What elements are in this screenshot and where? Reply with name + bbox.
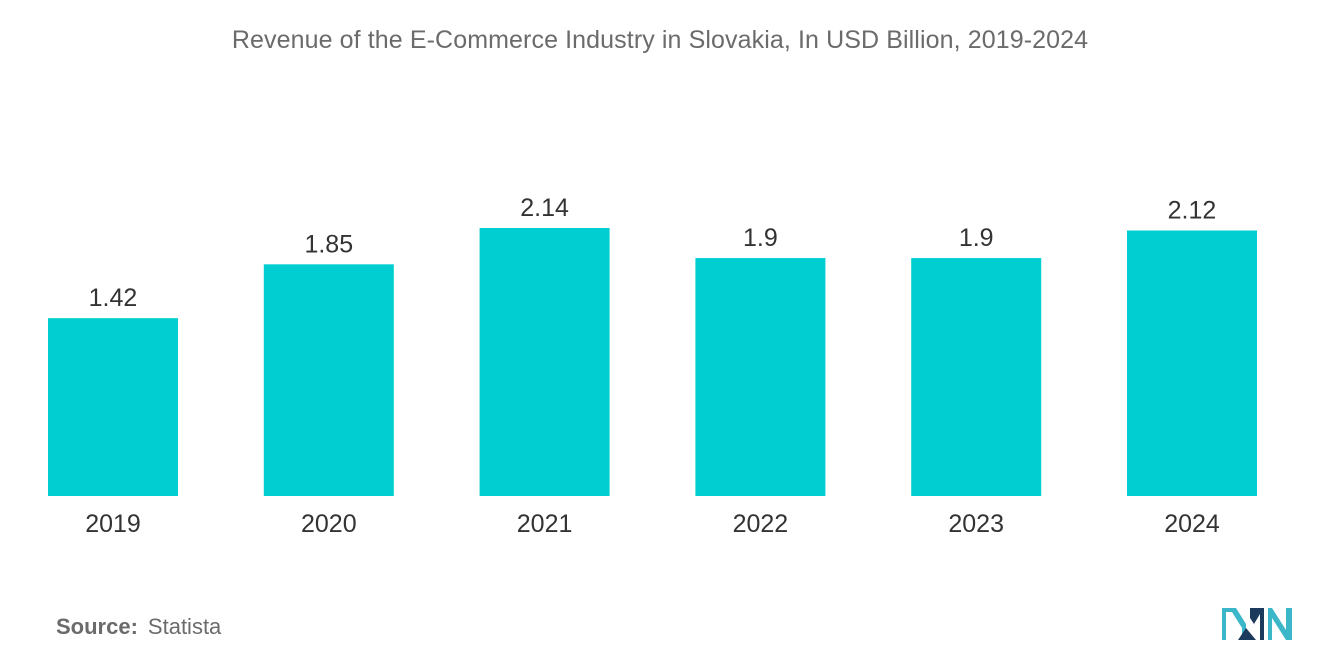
bar-chart: 1.42 2019 1.85 2020 2.14 2021 1.9 2022 1.9 2023 2.… bbox=[48, 194, 1257, 538]
bar-2019 bbox=[48, 318, 178, 496]
bar-2024 bbox=[1127, 230, 1257, 496]
data-label-2021: 2.14 bbox=[520, 194, 569, 222]
x-tick-2019: 2019 bbox=[85, 510, 141, 538]
x-tick-2020: 2020 bbox=[301, 510, 357, 538]
x-tick-2022: 2022 bbox=[733, 510, 789, 538]
source-label: Source: bbox=[56, 614, 138, 639]
data-label-2022: 1.9 bbox=[743, 224, 778, 252]
data-label-2019: 1.42 bbox=[89, 284, 138, 312]
source-note: Source: Statista bbox=[56, 614, 221, 640]
data-label-2020: 1.85 bbox=[304, 230, 353, 258]
x-tick-2024: 2024 bbox=[1164, 510, 1220, 538]
data-label-2024: 2.12 bbox=[1168, 197, 1217, 225]
bar-2020 bbox=[263, 264, 394, 496]
source-value: Statista bbox=[147, 614, 222, 639]
bar-2023 bbox=[911, 258, 1042, 496]
x-tick-2021: 2021 bbox=[517, 510, 573, 538]
chart-title: Revenue of the E-Commerce Industry in Sl… bbox=[231, 26, 1089, 54]
bar-2022 bbox=[695, 258, 826, 496]
mordor-intelligence-logo-icon bbox=[1222, 608, 1292, 640]
data-label-2023: 1.9 bbox=[959, 224, 994, 252]
x-tick-2023: 2023 bbox=[948, 510, 1004, 538]
bar-2021 bbox=[479, 228, 610, 496]
